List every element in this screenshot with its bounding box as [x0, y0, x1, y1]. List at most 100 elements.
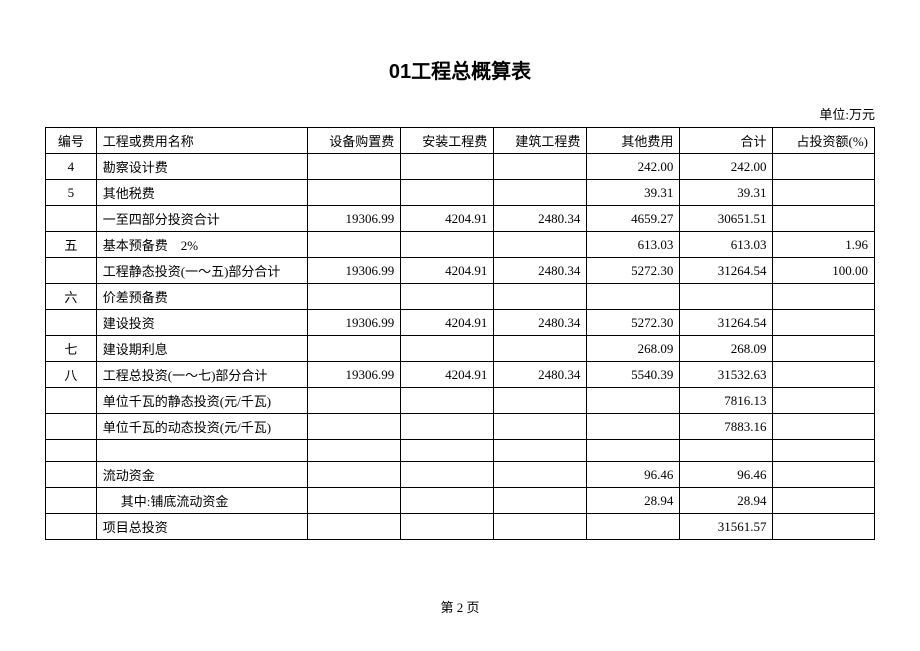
table-cell [308, 336, 401, 362]
table-cell [494, 440, 587, 462]
table-row: 七建设期利息268.09268.09 [46, 336, 875, 362]
table-cell: 勘察设计费 [96, 154, 307, 180]
table-cell: 19306.99 [308, 206, 401, 232]
col-header-build: 建筑工程费 [494, 128, 587, 154]
table-cell: 268.09 [680, 336, 773, 362]
table-cell [494, 488, 587, 514]
budget-table: 编号 工程或费用名称 设备购置费 安装工程费 建筑工程费 其他费用 合计 占投资… [45, 127, 875, 540]
table-cell [46, 388, 97, 414]
col-header-name: 工程或费用名称 [96, 128, 307, 154]
table-cell: 建设投资 [96, 310, 307, 336]
table-row [46, 440, 875, 462]
table-body: 4勘察设计费242.00242.005其他税费39.3139.31一至四部分投资… [46, 154, 875, 540]
table-cell: 4659.27 [587, 206, 680, 232]
table-cell: 六 [46, 284, 97, 310]
table-cell: 19306.99 [308, 258, 401, 284]
table-cell [46, 258, 97, 284]
table-cell: 流动资金 [96, 462, 307, 488]
table-cell: 价差预备费 [96, 284, 307, 310]
table-cell [308, 154, 401, 180]
table-cell [494, 414, 587, 440]
table-row: 建设投资19306.994204.912480.345272.3031264.5… [46, 310, 875, 336]
table-row: 六价差预备费 [46, 284, 875, 310]
table-cell: 242.00 [587, 154, 680, 180]
table-cell: 96.46 [680, 462, 773, 488]
col-header-equip: 设备购置费 [308, 128, 401, 154]
table-cell [494, 388, 587, 414]
page-footer: 第 2 页 [0, 597, 920, 616]
table-container: 编号 工程或费用名称 设备购置费 安装工程费 建筑工程费 其他费用 合计 占投资… [0, 127, 920, 540]
table-cell [494, 336, 587, 362]
table-cell [308, 388, 401, 414]
table-cell: 28.94 [680, 488, 773, 514]
table-cell [773, 180, 875, 206]
table-cell [494, 154, 587, 180]
page-title: 01工程总概算表 [0, 0, 920, 104]
table-row: 5其他税费39.3139.31 [46, 180, 875, 206]
table-cell: 31532.63 [680, 362, 773, 388]
table-row: 五基本预备费 2%613.03613.031.96 [46, 232, 875, 258]
table-cell: 4204.91 [401, 258, 494, 284]
table-cell: 2480.34 [494, 310, 587, 336]
table-cell: 其中:铺底流动资金 [96, 488, 307, 514]
table-cell [308, 440, 401, 462]
table-cell: 5272.30 [587, 258, 680, 284]
table-cell: 5 [46, 180, 97, 206]
table-cell [308, 514, 401, 540]
table-cell [494, 462, 587, 488]
table-cell: 2480.34 [494, 258, 587, 284]
table-cell [680, 284, 773, 310]
table-cell [401, 336, 494, 362]
table-cell [587, 414, 680, 440]
table-cell [46, 414, 97, 440]
table-cell: 30651.51 [680, 206, 773, 232]
table-cell [401, 180, 494, 206]
table-cell: 5540.39 [587, 362, 680, 388]
table-cell [773, 488, 875, 514]
table-cell [401, 440, 494, 462]
table-row: 单位千瓦的静态投资(元/千瓦)7816.13 [46, 388, 875, 414]
table-row: 工程静态投资(一～五)部分合计19306.994204.912480.34527… [46, 258, 875, 284]
table-cell: 7816.13 [680, 388, 773, 414]
table-cell: 项目总投资 [96, 514, 307, 540]
table-cell [773, 388, 875, 414]
table-cell [494, 284, 587, 310]
table-cell [773, 440, 875, 462]
table-cell [401, 388, 494, 414]
table-cell [773, 206, 875, 232]
table-cell [46, 206, 97, 232]
table-cell [587, 388, 680, 414]
table-cell: 工程总投资(一～七)部分合计 [96, 362, 307, 388]
table-cell: 基本预备费 2% [96, 232, 307, 258]
table-cell: 31561.57 [680, 514, 773, 540]
col-header-pct: 占投资额(%) [773, 128, 875, 154]
table-cell: 100.00 [773, 258, 875, 284]
table-cell: 31264.54 [680, 258, 773, 284]
table-cell: 4204.91 [401, 362, 494, 388]
table-cell: 31264.54 [680, 310, 773, 336]
table-cell [773, 514, 875, 540]
table-cell: 一至四部分投资合计 [96, 206, 307, 232]
table-cell [308, 414, 401, 440]
table-cell: 96.46 [587, 462, 680, 488]
table-cell: 其他税费 [96, 180, 307, 206]
table-cell [401, 514, 494, 540]
table-cell [773, 462, 875, 488]
table-cell: 7883.16 [680, 414, 773, 440]
table-cell: 5272.30 [587, 310, 680, 336]
col-header-other: 其他费用 [587, 128, 680, 154]
table-cell: 19306.99 [308, 362, 401, 388]
table-cell [308, 284, 401, 310]
table-row: 流动资金 96.4696.46 [46, 462, 875, 488]
table-header-row: 编号 工程或费用名称 设备购置费 安装工程费 建筑工程费 其他费用 合计 占投资… [46, 128, 875, 154]
table-cell: 242.00 [680, 154, 773, 180]
table-cell [401, 284, 494, 310]
col-header-no: 编号 [46, 128, 97, 154]
table-cell: 613.03 [680, 232, 773, 258]
table-cell: 4204.91 [401, 206, 494, 232]
table-cell [46, 440, 97, 462]
table-cell [308, 232, 401, 258]
table-cell [401, 154, 494, 180]
table-cell: 七 [46, 336, 97, 362]
table-cell [773, 154, 875, 180]
